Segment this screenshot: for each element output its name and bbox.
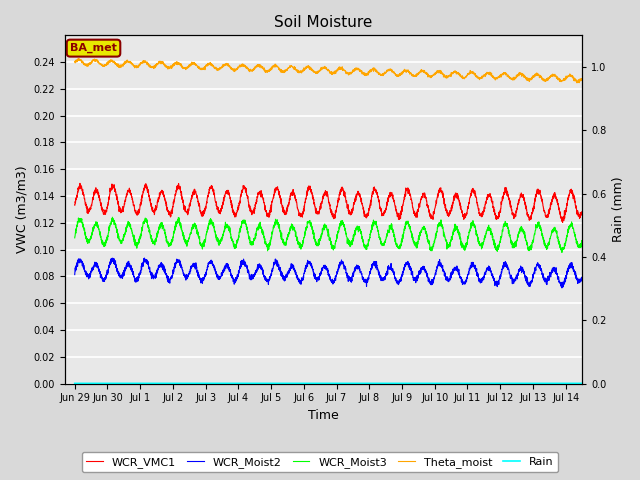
WCR_Moist3: [129, 232, 136, 238]
Theta_moist: [514, 72, 522, 78]
Theta_moist: [568, 73, 576, 79]
WCR_Moist3: [568, 224, 576, 229]
Theta_moist: [573, 80, 581, 86]
WCR_Moist3: [71, 235, 79, 241]
Line: WCR_VMC1: WCR_VMC1: [75, 183, 582, 223]
WCR_VMC1: [266, 214, 273, 220]
Line: Theta_moist: Theta_moist: [75, 59, 582, 83]
WCR_VMC1: [76, 180, 84, 186]
Theta_moist: [74, 56, 82, 61]
WCR_Moist3: [514, 234, 522, 240]
Text: BA_met: BA_met: [70, 43, 117, 53]
Rain: [266, 381, 273, 386]
WCR_Moist2: [514, 271, 522, 276]
WCR_VMC1: [578, 209, 586, 215]
WCR_Moist2: [266, 275, 273, 280]
Legend: WCR_VMC1, WCR_Moist2, WCR_Moist3, Theta_moist, Rain: WCR_VMC1, WCR_Moist2, WCR_Moist3, Theta_…: [82, 452, 558, 472]
WCR_Moist3: [578, 238, 586, 244]
Rain: [578, 381, 586, 386]
WCR_VMC1: [287, 192, 295, 197]
Rain: [129, 381, 136, 386]
Theta_moist: [287, 64, 295, 70]
WCR_Moist2: [129, 271, 136, 276]
Rain: [159, 381, 166, 386]
Line: WCR_Moist3: WCR_Moist3: [75, 217, 582, 252]
X-axis label: Time: Time: [308, 409, 339, 422]
WCR_VMC1: [559, 220, 566, 226]
WCR_Moist3: [159, 223, 166, 229]
Theta_moist: [129, 61, 136, 67]
Y-axis label: VWC (m3/m3): VWC (m3/m3): [15, 166, 28, 253]
Title: Soil Moisture: Soil Moisture: [275, 15, 372, 30]
WCR_VMC1: [129, 199, 136, 204]
Rain: [513, 381, 521, 386]
WCR_VMC1: [568, 189, 576, 194]
WCR_Moist2: [568, 264, 576, 269]
WCR_VMC1: [71, 202, 79, 208]
WCR_Moist3: [266, 240, 273, 246]
Rain: [71, 381, 79, 386]
Y-axis label: Rain (mm): Rain (mm): [612, 177, 625, 242]
Theta_moist: [266, 68, 273, 73]
Line: WCR_Moist2: WCR_Moist2: [75, 258, 582, 288]
WCR_Moist2: [578, 276, 586, 282]
Theta_moist: [71, 59, 79, 64]
Rain: [568, 381, 576, 386]
WCR_VMC1: [514, 203, 522, 209]
WCR_Moist2: [159, 267, 166, 273]
WCR_Moist3: [287, 222, 295, 228]
WCR_Moist2: [287, 265, 295, 271]
WCR_Moist2: [141, 255, 148, 261]
WCR_Moist3: [109, 214, 116, 220]
Theta_moist: [578, 76, 586, 82]
Rain: [287, 381, 295, 386]
WCR_Moist3: [558, 250, 566, 255]
Theta_moist: [159, 59, 166, 65]
WCR_VMC1: [159, 189, 166, 194]
WCR_Moist2: [558, 285, 566, 291]
WCR_Moist2: [71, 272, 79, 277]
